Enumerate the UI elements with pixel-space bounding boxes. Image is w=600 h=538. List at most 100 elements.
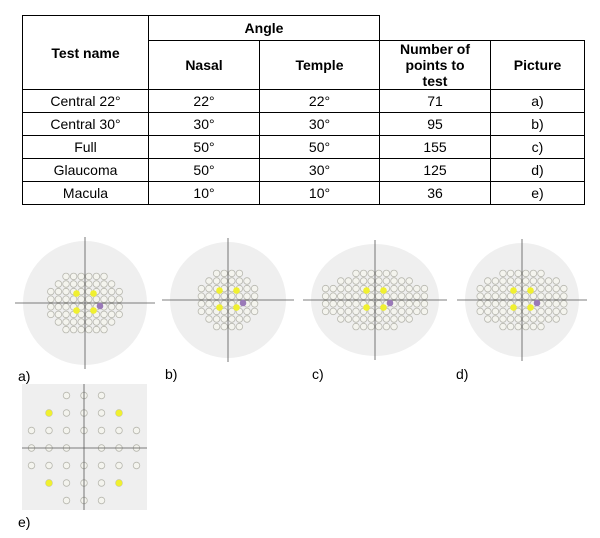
- test-point: [107, 310, 116, 319]
- test-point: [250, 300, 259, 308]
- test-point: [115, 287, 123, 296]
- test-point: [491, 292, 500, 300]
- test-point: [405, 277, 413, 285]
- test-point: [514, 300, 522, 308]
- test-point: [337, 307, 345, 316]
- test-point: [537, 292, 545, 300]
- header-cell: Temple: [259, 40, 380, 90]
- test-point: [359, 292, 368, 300]
- test-point: [382, 292, 391, 300]
- test-point: [243, 307, 251, 316]
- test-point: [476, 292, 484, 300]
- test-point: [45, 461, 53, 470]
- test-point: [367, 269, 375, 278]
- test-point: [62, 310, 70, 319]
- test-point: [390, 322, 398, 331]
- test-point: [359, 315, 368, 323]
- test-point: [397, 292, 406, 300]
- test-point: [382, 322, 391, 331]
- test-point: [85, 310, 93, 319]
- test-point: [529, 322, 538, 331]
- test-point: [527, 287, 534, 294]
- test-point: [107, 287, 116, 296]
- test-point: [552, 292, 560, 300]
- test-point: [54, 303, 63, 311]
- test-point: [47, 295, 55, 303]
- test-point: [390, 277, 398, 285]
- test-point: [405, 300, 413, 308]
- test-point: [537, 307, 545, 316]
- test-point: [499, 292, 507, 300]
- test-point: [537, 284, 545, 293]
- test-point: [212, 277, 221, 285]
- test-point: [529, 269, 538, 278]
- table-cell: Macula: [22, 181, 149, 205]
- test-point: [344, 315, 353, 323]
- test-point: [390, 315, 398, 323]
- test-point: [115, 303, 123, 311]
- test-point: [321, 307, 330, 316]
- test-point: [397, 300, 406, 308]
- test-point: [69, 272, 78, 281]
- table-row: Central 22° 22° 22° 71 a): [22, 89, 585, 113]
- test-point: [212, 292, 221, 300]
- test-point: [100, 295, 108, 303]
- test-point: [367, 277, 375, 285]
- test-point: [529, 292, 538, 300]
- test-point: [413, 300, 421, 308]
- test-point: [92, 272, 101, 281]
- test-point: [115, 461, 123, 470]
- test-point: [544, 300, 553, 308]
- test-point: [375, 300, 383, 308]
- test-point: [506, 277, 515, 285]
- test-point: [390, 269, 398, 278]
- test-point: [484, 284, 492, 293]
- test-point: [375, 315, 383, 323]
- table-row: Central 30° 30° 30° 95 b): [22, 112, 585, 136]
- table-cell: Full: [22, 135, 149, 159]
- table-cell: 30°: [148, 112, 260, 136]
- figure-label: c): [312, 366, 324, 382]
- test-point: [97, 461, 106, 470]
- test-point: [537, 315, 545, 323]
- test-point: [100, 272, 108, 281]
- test-point: [537, 322, 545, 331]
- test-point: [97, 409, 106, 417]
- test-point: [250, 284, 259, 293]
- test-point: [77, 325, 85, 334]
- test-point: [397, 277, 406, 285]
- test-point: [420, 284, 429, 293]
- test-point: [522, 269, 530, 278]
- test-point: [491, 315, 500, 323]
- test-point: [62, 303, 70, 311]
- test-point: [205, 284, 213, 293]
- table-cell: Central 22°: [22, 89, 149, 113]
- test-point: [100, 318, 108, 326]
- test-point: [491, 277, 500, 285]
- test-point: [359, 269, 368, 278]
- empty-cell: [379, 15, 585, 41]
- figure-label: b): [165, 366, 177, 382]
- test-point: [220, 300, 228, 308]
- test-point: [476, 284, 484, 293]
- test-point: [228, 277, 236, 285]
- test-point: [235, 322, 244, 331]
- test-point: [96, 302, 104, 310]
- test-point: [216, 304, 223, 311]
- test-point: [484, 315, 492, 323]
- test-point: [344, 284, 353, 293]
- test-point: [522, 292, 530, 300]
- test-point: [352, 315, 360, 323]
- test-point: [62, 280, 70, 288]
- test-point: [90, 307, 97, 314]
- test-point: [212, 322, 221, 331]
- test-point: [329, 284, 337, 293]
- test-point: [220, 307, 228, 316]
- test-point: [85, 295, 93, 303]
- test-point: [205, 292, 213, 300]
- test-point: [552, 307, 560, 316]
- test-point: [220, 315, 228, 323]
- test-point: [243, 284, 251, 293]
- test-point: [132, 426, 141, 435]
